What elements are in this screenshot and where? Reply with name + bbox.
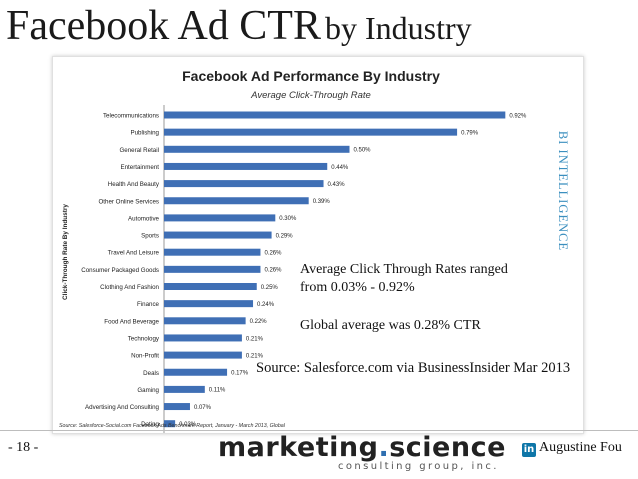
bar xyxy=(164,145,350,153)
category-label: Clothing And Fashion xyxy=(100,284,159,291)
marketing-science-logo: marketing.science xyxy=(218,432,506,463)
bar xyxy=(164,334,242,342)
chart-title: Facebook Ad Performance By Industry xyxy=(182,68,440,84)
slide-title: Facebook Ad CTR by Industry xyxy=(6,2,472,50)
bar xyxy=(164,368,228,376)
data-label: 0.43% xyxy=(328,182,346,188)
category-label: Telecommunications xyxy=(103,113,159,120)
data-label: 0.21% xyxy=(246,353,264,359)
ctr-range-note-line1: Average Click Through Rates ranged xyxy=(300,262,508,277)
linkedin-icon: in xyxy=(522,443,536,457)
bar xyxy=(164,300,254,308)
author-credit: in Augustine Fou xyxy=(522,440,622,457)
category-label: General Retail xyxy=(119,147,159,154)
category-label: Automotive xyxy=(128,215,160,222)
data-label: 0.30% xyxy=(279,216,297,222)
category-label: Finance xyxy=(137,301,160,308)
global-average-note: Global average was 0.28% CTR xyxy=(300,318,481,333)
category-label: Gaming xyxy=(137,387,159,394)
category-label: Publishing xyxy=(130,130,159,137)
bar xyxy=(164,283,257,290)
category-label: Travel And Leisure xyxy=(108,250,160,257)
category-label: Other Online Services xyxy=(98,198,159,205)
category-label: Dating xyxy=(141,421,159,428)
footer-divider xyxy=(0,430,638,431)
bar xyxy=(164,351,242,359)
chart-subtitle: Average Click-Through Rate xyxy=(250,90,371,101)
bar xyxy=(164,248,261,256)
data-label: 0.29% xyxy=(276,233,294,239)
data-label: 0.07% xyxy=(194,405,212,411)
category-label: Consumer Packaged Goods xyxy=(81,267,159,274)
category-label: Entertainment xyxy=(120,164,159,171)
bar xyxy=(164,317,246,325)
data-label: 0.50% xyxy=(354,148,372,154)
data-label: 0.26% xyxy=(264,268,282,274)
data-label: 0.79% xyxy=(461,130,479,136)
bar xyxy=(164,265,261,273)
category-label: Health And Beauty xyxy=(108,181,160,188)
logo-text-science: science xyxy=(389,432,506,463)
y-axis-label: Click-Through Rate By Industry xyxy=(62,204,69,300)
data-label: 0.22% xyxy=(250,319,268,325)
data-label: 0.44% xyxy=(331,165,349,171)
author-name: Augustine Fou xyxy=(539,440,622,455)
bar xyxy=(164,180,324,188)
bar xyxy=(164,231,272,239)
source-note: Source: Salesforce.com via BusinessInsid… xyxy=(256,360,571,376)
bar xyxy=(164,128,458,136)
chart-source: Source: Salesforce-Social.com Facebook A… xyxy=(59,423,286,429)
category-label: Technology xyxy=(128,335,160,342)
bar xyxy=(164,214,276,222)
data-label: 0.17% xyxy=(231,371,249,377)
page-number: - 18 - xyxy=(8,440,39,455)
category-label: Advertising And Consulting xyxy=(85,404,160,411)
bar xyxy=(164,162,328,170)
slide-title-sub: by Industry xyxy=(324,10,472,46)
bar xyxy=(164,111,506,119)
slide-title-main: Facebook Ad CTR xyxy=(6,3,321,49)
logo-text-marketing: marketing xyxy=(218,432,379,463)
category-label: Food And Beverage xyxy=(104,318,159,325)
category-label: Non-Profit xyxy=(131,353,159,360)
bar xyxy=(164,403,190,411)
data-label: 0.21% xyxy=(246,336,264,342)
data-label: 0.26% xyxy=(264,251,282,257)
chart-frame: Facebook Ad Performance By Industry Avera… xyxy=(52,56,584,434)
logo-tagline: consulting group, inc. xyxy=(338,461,499,472)
data-label: 0.03% xyxy=(179,422,197,428)
bi-intelligence-watermark: BI INTELLIGENCE xyxy=(556,131,570,251)
data-label: 0.24% xyxy=(257,302,275,308)
data-label: 0.92% xyxy=(509,113,527,119)
bar xyxy=(164,197,309,205)
ctr-range-note-line2: from 0.03% - 0.92% xyxy=(300,280,415,295)
logo-dot: . xyxy=(378,432,390,463)
data-label: 0.25% xyxy=(261,285,279,291)
data-label: 0.11% xyxy=(209,388,226,394)
bar xyxy=(164,385,205,393)
bar xyxy=(164,420,176,428)
bar-chart: Facebook Ad Performance By Industry Avera… xyxy=(59,68,570,433)
category-label: Sports xyxy=(141,233,159,240)
data-label: 0.39% xyxy=(313,199,331,205)
category-label: Deals xyxy=(143,370,159,377)
